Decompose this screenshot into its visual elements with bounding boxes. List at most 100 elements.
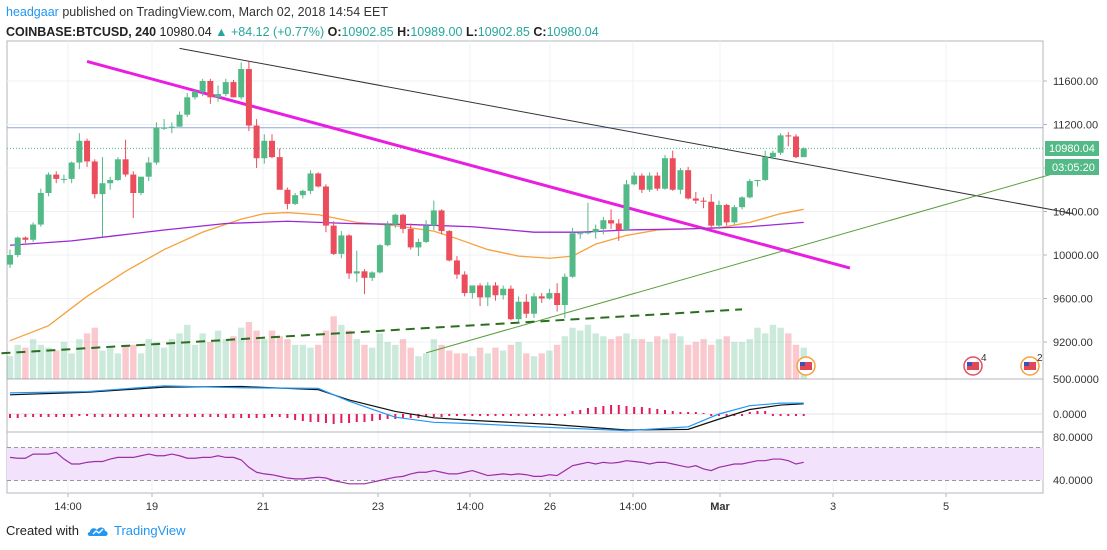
candle-body <box>523 301 530 314</box>
volume-bar <box>307 347 314 379</box>
volume-bar <box>276 336 283 379</box>
volume-bar <box>438 344 445 379</box>
candle-body <box>677 170 684 190</box>
candle-body <box>37 193 44 225</box>
volume-bar <box>338 324 345 379</box>
countdown-tag: 03:05:20 <box>1052 162 1095 174</box>
candle-body <box>384 224 391 246</box>
candle-body <box>269 140 276 158</box>
candle-body <box>230 82 237 98</box>
volume-bar <box>661 339 669 379</box>
open-value: 10902.85 <box>341 25 394 39</box>
volume-bar <box>523 353 530 379</box>
volume-bar <box>315 344 322 379</box>
magenta-trend-line <box>86 59 851 270</box>
volume-bar <box>723 336 730 379</box>
volume-bar <box>284 339 291 379</box>
event-count: 4 <box>981 353 987 364</box>
candle-body <box>546 293 553 299</box>
candle-body <box>793 136 800 158</box>
created-with-text: Created with <box>6 523 79 538</box>
candle-body <box>708 201 715 226</box>
candle-body <box>122 159 129 175</box>
candle-body <box>785 135 792 137</box>
candle-body <box>322 186 329 226</box>
volume-bar <box>561 336 569 379</box>
volume-bar <box>160 347 168 379</box>
candle-body <box>353 271 360 274</box>
volume-bar <box>230 336 237 379</box>
candle-body <box>376 245 383 273</box>
volume-bar <box>646 341 653 379</box>
candle-body <box>84 140 91 162</box>
price-axis: 11600.0011200.0010800.0010400.0010000.00… <box>1043 76 1099 487</box>
volume-bar <box>507 344 515 379</box>
price-tick-label: 9200.00 <box>1053 337 1093 349</box>
time-tick-label: 26 <box>544 501 556 513</box>
candle-body <box>577 233 584 235</box>
candle-body <box>469 285 476 294</box>
volume-bar <box>268 330 276 379</box>
candle-body <box>91 161 98 195</box>
macd-line <box>9 385 804 432</box>
candle-body <box>307 173 314 191</box>
price-tag-box <box>1045 141 1099 156</box>
us-event-marker <box>796 356 816 376</box>
volume-bar <box>584 324 592 379</box>
candle-body <box>646 175 653 190</box>
last-price: 10980.04 <box>159 25 212 39</box>
candle-body <box>623 184 630 230</box>
volume-bar <box>669 333 676 379</box>
volume-bar <box>677 336 684 379</box>
high-label: H: <box>397 25 411 39</box>
candle-body <box>60 178 67 180</box>
candle-body <box>438 210 445 232</box>
symbol-label[interactable]: COINBASE:BTCUSD, 240 <box>6 25 157 39</box>
volume-bar <box>130 344 137 379</box>
close-label: C: <box>533 25 547 39</box>
price-chart[interactable]: 11600.0011200.0010800.0010400.0010000.00… <box>0 0 1107 520</box>
candle-body <box>500 288 507 296</box>
candle-body <box>176 114 183 127</box>
volume-bar <box>60 341 68 379</box>
candle-body <box>346 235 353 274</box>
volume-bar <box>222 339 229 379</box>
chart-frame <box>6 40 1044 494</box>
volume-bar <box>76 339 83 379</box>
event-count: 2 <box>1037 353 1043 364</box>
candle-body <box>800 148 807 158</box>
candle-body <box>161 127 168 129</box>
candle-body <box>369 272 376 278</box>
candle-body <box>492 285 499 296</box>
volume-bar <box>630 339 638 379</box>
volume-bar <box>746 339 753 379</box>
time-tick-label: 21 <box>257 501 269 513</box>
candle-body <box>531 296 538 314</box>
volume-bar <box>37 344 45 379</box>
candle-body <box>191 91 198 98</box>
candle-body <box>484 285 491 298</box>
candle-body <box>138 176 145 194</box>
rsi-pane <box>7 447 1043 485</box>
publish-line: headgaar published on TradingView.com, M… <box>6 2 906 22</box>
candle-body <box>538 296 545 299</box>
candle-body <box>400 214 407 229</box>
candle-body <box>7 255 13 265</box>
candle-body <box>184 97 191 115</box>
candle-body <box>215 94 222 98</box>
author-link[interactable]: headgaar <box>6 5 59 19</box>
volume-bar <box>322 330 330 379</box>
volume-bar <box>577 330 584 379</box>
candle-body <box>723 204 730 223</box>
candle-body <box>569 233 576 277</box>
volume-bar <box>499 350 507 379</box>
volume-bar <box>731 341 738 379</box>
candle-body <box>261 140 268 159</box>
candle-body <box>461 274 468 294</box>
tradingview-link[interactable]: TradingView <box>87 523 186 538</box>
volume-bar <box>430 339 438 379</box>
rsi-line <box>9 451 804 485</box>
volume-bar <box>777 327 784 379</box>
volume-bar <box>684 344 692 379</box>
candle-body <box>777 135 784 153</box>
